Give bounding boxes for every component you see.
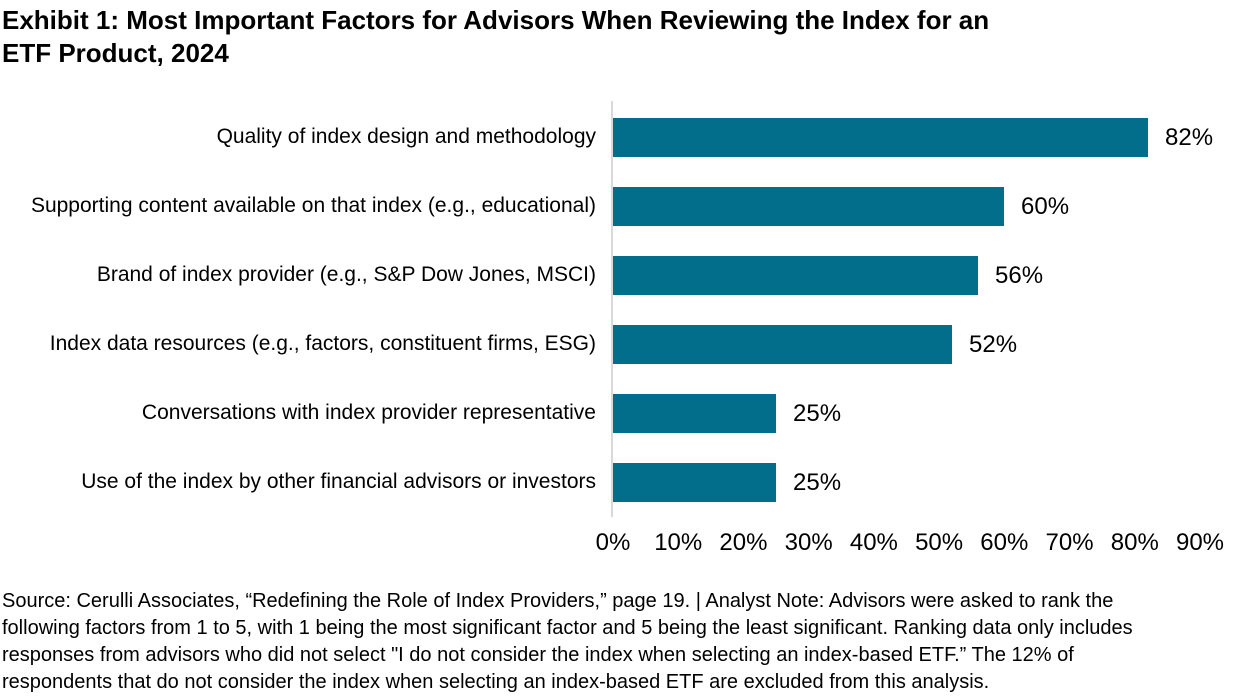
x-axis-tick-label: 90% [1175, 529, 1225, 556]
bar-zone: 25% [613, 463, 1242, 502]
exhibit-title: Exhibit 1: Most Important Factors for Ad… [2, 4, 1240, 70]
bar-zone: 56% [613, 256, 1242, 295]
value-label: 25% [793, 399, 842, 427]
exhibit-title-line-2: ETF Product, 2024 [2, 38, 229, 68]
x-axis-tick-label: 80% [1110, 529, 1159, 556]
source-note-line-3: responses from advisors who did not sele… [2, 644, 1074, 666]
bar [613, 325, 952, 364]
category-label: Brand of index provider (e.g., S&P Dow J… [96, 263, 596, 287]
x-axis-tick-label: 50% [915, 529, 964, 556]
source-note-line-4: respondents that do not consider the ind… [2, 671, 990, 693]
category-label: Quality of index design and methodology [216, 125, 596, 149]
value-label: 25% [793, 468, 842, 496]
bar-row: Supporting content available on that ind… [0, 172, 1242, 241]
bar-row: Brand of index provider (e.g., S&P Dow J… [0, 241, 1242, 310]
bar-zone: 52% [613, 325, 1242, 364]
bar-zone: 25% [613, 394, 1242, 433]
bar [613, 463, 776, 502]
bar-zone: 60% [613, 187, 1242, 226]
value-label: 56% [995, 261, 1044, 289]
y-axis-line [611, 101, 613, 517]
x-axis-tick-label: 70% [1045, 529, 1094, 556]
bar-rows: Quality of index design and methodology 8… [0, 103, 1242, 517]
bar-row: Index data resources (e.g., factors, con… [0, 310, 1242, 379]
bar [613, 118, 1148, 157]
x-axis-tick-label: 20% [719, 529, 768, 556]
category-label: Use of the index by other financial advi… [81, 470, 596, 494]
x-axis-tick-label: 60% [980, 529, 1029, 556]
bar-row: Conversations with index provider repres… [0, 379, 1242, 448]
exhibit-title-line-1: Exhibit 1: Most Important Factors for Ad… [2, 5, 990, 35]
bar [613, 187, 1004, 226]
source-note-line-2: following factors from 1 to 5, with 1 be… [2, 617, 1133, 639]
bar-zone: 82% [613, 118, 1242, 157]
category-label: Conversations with index provider repres… [141, 401, 596, 425]
value-label: 60% [1021, 192, 1070, 220]
x-axis-tick-label: 30% [784, 529, 833, 556]
source-note: Source: Cerulli Associates, “Redefining … [2, 588, 1240, 696]
category-label: Supporting content available on that ind… [30, 194, 596, 218]
x-axis-tick-label: 40% [849, 529, 898, 556]
value-label: 82% [1165, 123, 1214, 151]
bar-row: Quality of index design and methodology 8… [0, 103, 1242, 172]
x-axis-tick-labels: 0% 10% 20% 30% 40% 50% 60% 70% 80% 90% [596, 529, 1224, 557]
x-axis-tick-label: 0% [595, 529, 631, 556]
bar-row: Use of the index by other financial advi… [0, 448, 1242, 517]
value-label: 52% [969, 330, 1018, 358]
bar [613, 256, 978, 295]
source-note-line-1: Source: Cerulli Associates, “Redefining … [2, 590, 1114, 612]
bar-chart: Quality of index design and methodology 8… [0, 101, 1242, 517]
bar [613, 394, 776, 433]
x-axis-tick-label: 10% [654, 529, 703, 556]
category-label: Index data resources (e.g., factors, con… [49, 332, 596, 356]
